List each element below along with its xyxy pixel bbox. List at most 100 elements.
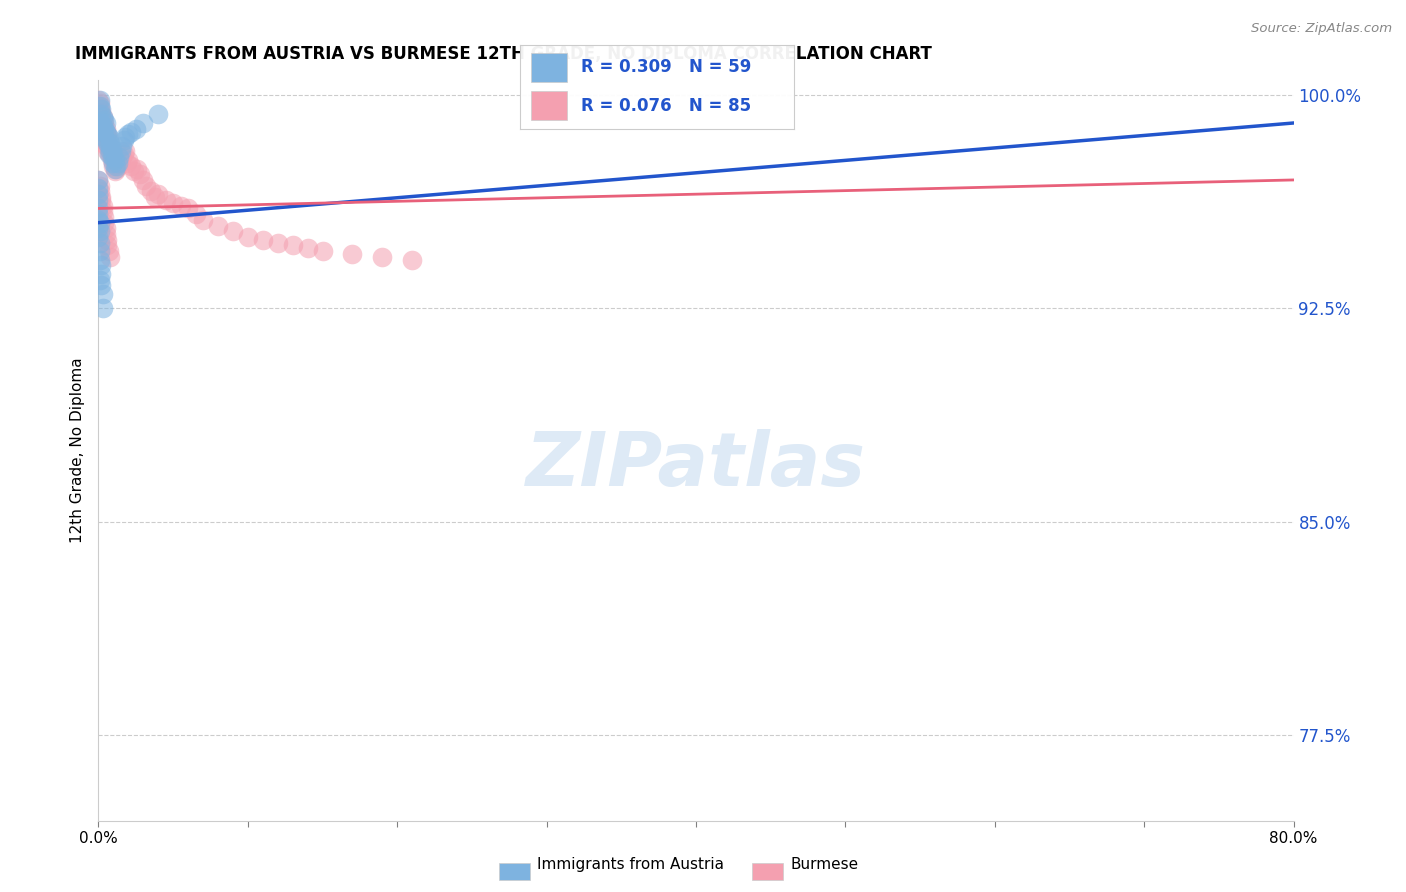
Point bbox=[97, 142, 120, 156]
Point bbox=[98, 250, 122, 264]
FancyBboxPatch shape bbox=[531, 91, 567, 120]
Point bbox=[91, 119, 114, 133]
Point bbox=[110, 145, 132, 159]
FancyBboxPatch shape bbox=[531, 54, 567, 82]
Point bbox=[93, 116, 115, 130]
Point bbox=[93, 121, 115, 136]
Point bbox=[87, 173, 110, 187]
Point bbox=[101, 142, 124, 156]
Point bbox=[117, 153, 139, 167]
Point bbox=[101, 150, 124, 164]
Point bbox=[112, 133, 135, 147]
Point bbox=[91, 110, 114, 124]
Point bbox=[120, 159, 142, 173]
Point bbox=[114, 130, 136, 145]
Point bbox=[87, 230, 110, 244]
Point bbox=[96, 238, 118, 252]
Point bbox=[94, 221, 117, 235]
Point bbox=[177, 202, 200, 216]
Point bbox=[90, 116, 112, 130]
Point bbox=[111, 150, 134, 164]
Point bbox=[97, 130, 120, 145]
Point bbox=[93, 130, 115, 145]
Point bbox=[103, 156, 125, 170]
Point bbox=[93, 113, 115, 128]
Point bbox=[311, 244, 333, 259]
Point bbox=[98, 136, 122, 150]
Point bbox=[103, 150, 125, 164]
Text: Immigrants from Austria: Immigrants from Austria bbox=[537, 857, 724, 872]
Point bbox=[162, 195, 184, 210]
Point bbox=[94, 130, 117, 145]
Point bbox=[108, 156, 131, 170]
Point bbox=[90, 278, 112, 293]
Point bbox=[87, 107, 110, 121]
Point bbox=[114, 145, 136, 159]
Point bbox=[89, 216, 111, 230]
Point bbox=[98, 147, 122, 161]
Point bbox=[90, 102, 112, 116]
Point bbox=[96, 128, 118, 142]
Point bbox=[93, 124, 115, 138]
Text: Burmese: Burmese bbox=[790, 857, 858, 872]
Point bbox=[108, 150, 131, 164]
Point bbox=[93, 216, 115, 230]
Point bbox=[297, 241, 319, 255]
Point bbox=[103, 147, 125, 161]
Point bbox=[89, 119, 111, 133]
Point bbox=[98, 145, 122, 159]
Point bbox=[96, 128, 118, 142]
Point bbox=[87, 207, 110, 221]
Point bbox=[89, 128, 111, 142]
Text: R = 0.076   N = 85: R = 0.076 N = 85 bbox=[581, 96, 751, 114]
Point bbox=[91, 119, 114, 133]
Point bbox=[87, 202, 110, 216]
Point bbox=[91, 128, 114, 142]
Point bbox=[90, 104, 112, 119]
Point bbox=[105, 159, 128, 173]
Point bbox=[105, 161, 128, 176]
Point bbox=[91, 204, 114, 219]
Point bbox=[222, 224, 245, 238]
Point bbox=[342, 247, 364, 261]
Point bbox=[94, 227, 117, 241]
Point bbox=[117, 128, 139, 142]
Point bbox=[132, 116, 155, 130]
Point bbox=[101, 153, 124, 167]
Point bbox=[267, 235, 290, 250]
Point bbox=[139, 184, 162, 198]
Point bbox=[155, 193, 177, 207]
Point bbox=[143, 190, 166, 204]
Point bbox=[89, 93, 111, 107]
Point bbox=[93, 133, 115, 147]
Point bbox=[89, 235, 111, 250]
Point bbox=[97, 133, 120, 147]
Point bbox=[87, 187, 110, 202]
Point bbox=[90, 258, 112, 272]
Point bbox=[104, 156, 127, 170]
Point bbox=[93, 210, 115, 224]
Point bbox=[281, 238, 304, 252]
Point bbox=[87, 93, 110, 107]
Point bbox=[98, 138, 122, 153]
Point bbox=[169, 198, 191, 212]
Point bbox=[371, 250, 394, 264]
Point bbox=[89, 102, 111, 116]
Point bbox=[91, 286, 114, 301]
Point bbox=[97, 147, 120, 161]
Point bbox=[89, 178, 111, 193]
Point bbox=[94, 133, 117, 147]
Point bbox=[94, 124, 117, 138]
Point bbox=[90, 193, 112, 207]
Text: R = 0.309   N = 59: R = 0.309 N = 59 bbox=[581, 59, 751, 77]
Point bbox=[115, 156, 138, 170]
Point bbox=[104, 161, 127, 176]
Point bbox=[89, 96, 111, 111]
Point bbox=[94, 138, 117, 153]
Point bbox=[91, 124, 114, 138]
Point bbox=[103, 159, 125, 173]
Point bbox=[148, 187, 170, 202]
Point bbox=[89, 99, 111, 113]
Point bbox=[236, 230, 259, 244]
Point bbox=[89, 110, 111, 124]
